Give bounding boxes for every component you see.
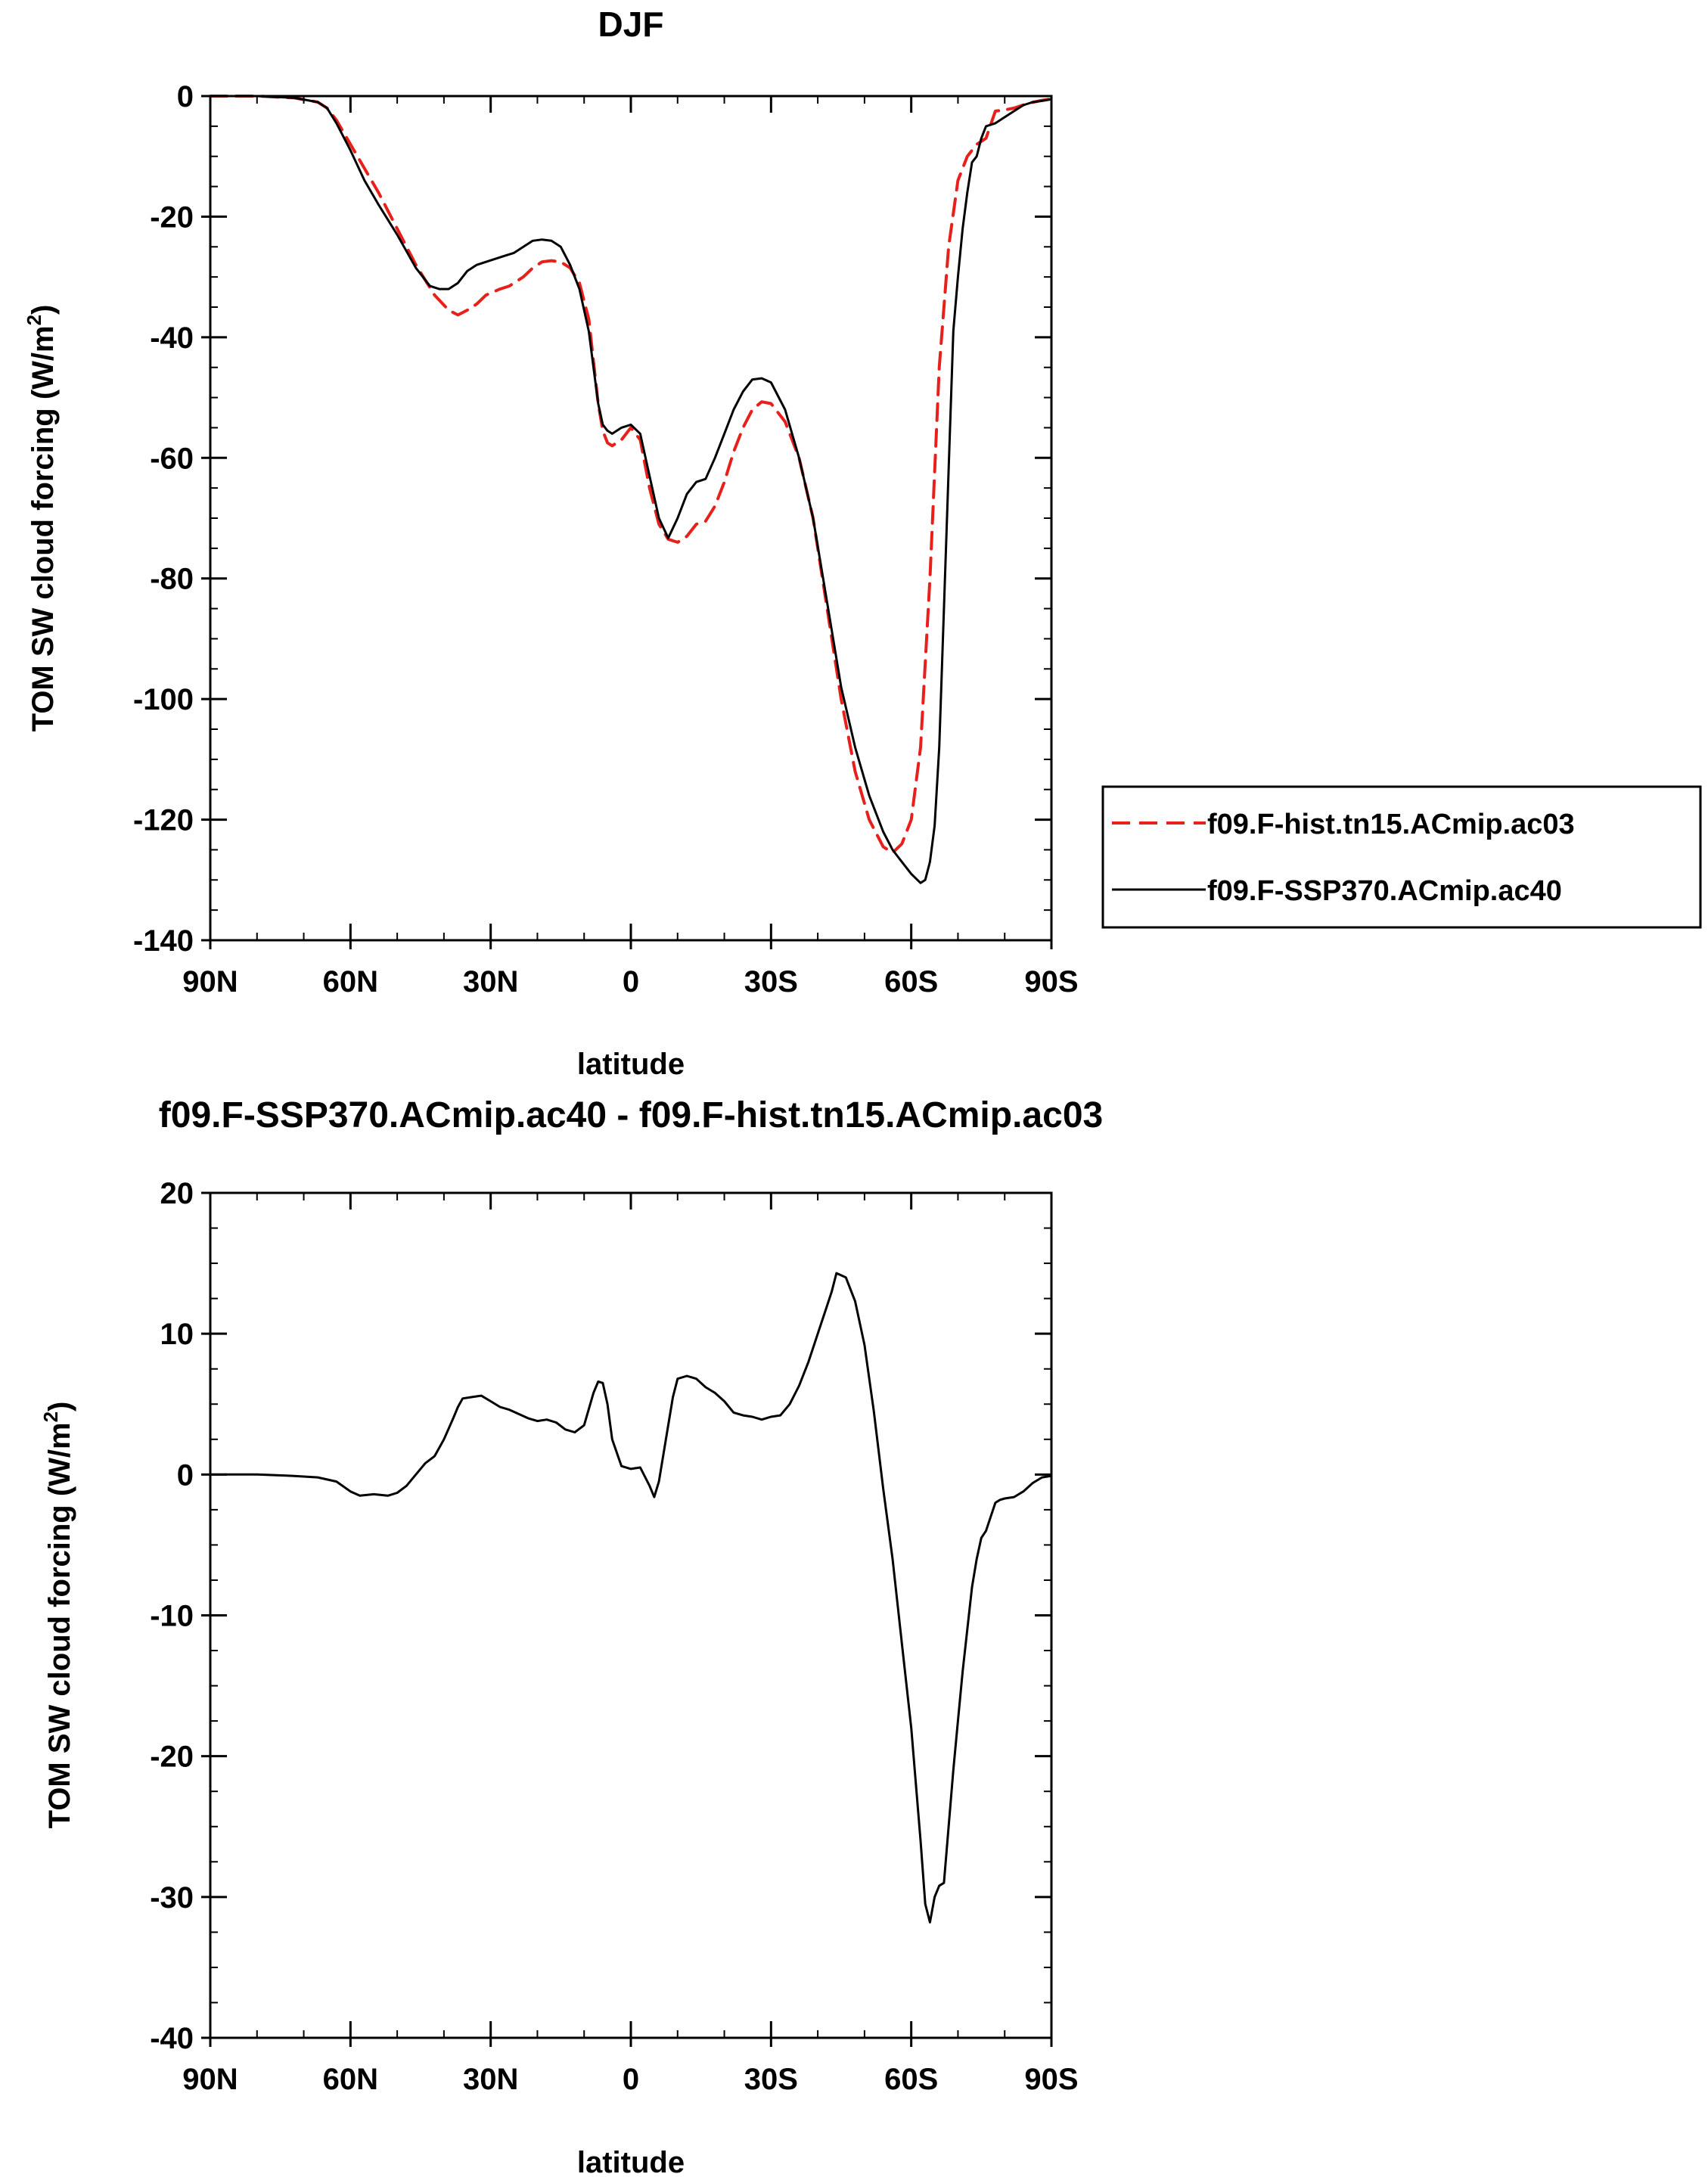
bottom-y-tick-label: 10 bbox=[160, 1318, 194, 1351]
legend: f09.F-hist.tn15.ACmip.ac03 f09.F-SSP370.… bbox=[1101, 785, 1702, 929]
top-x-tick-label: 30N bbox=[463, 965, 518, 998]
legend-box bbox=[1101, 785, 1702, 929]
bottom-x-tick-label: 0 bbox=[623, 2063, 639, 2096]
top-chart-ticks: 90N 60N 30N 0 30S 60S 90S 0 -20 -40 -60 -80 -100 -120… bbox=[133, 80, 1079, 998]
bottom-x-tick-label: 30N bbox=[463, 2063, 518, 2096]
top-x-tick-label: 60N bbox=[323, 965, 378, 998]
legend-label-ssp370: f09.F-SSP370.ACmip.ac40 bbox=[1207, 875, 1562, 907]
bottom-chart-series-layer bbox=[209, 1272, 1053, 1924]
top-chart-title: DJF bbox=[598, 5, 664, 44]
top-x-tick-label: 90S bbox=[1024, 965, 1078, 998]
top-y-tick-label: 0 bbox=[177, 80, 194, 113]
bottom-chart-ylabel-superscript: 2 bbox=[39, 1411, 62, 1422]
legend-label-hist: f09.F-hist.tn15.ACmip.ac03 bbox=[1207, 809, 1575, 840]
bottom-x-tick-label: 60S bbox=[884, 2063, 938, 2096]
top-x-tick-label: 0 bbox=[623, 965, 639, 998]
top-y-tick-label: -20 bbox=[150, 200, 194, 234]
bottom-y-tick-label: 0 bbox=[177, 1458, 194, 1492]
top-y-tick-label: -100 bbox=[133, 683, 194, 716]
bottom-x-tick-label: 90S bbox=[1024, 2063, 1078, 2096]
bottom-x-tick-label: 60N bbox=[323, 2063, 378, 2096]
top-y-tick-label: -80 bbox=[150, 563, 194, 596]
bottom-y-tick-label: -30 bbox=[150, 1881, 194, 1915]
top-x-tick-label: 90N bbox=[182, 965, 238, 998]
top-y-tick-label: -40 bbox=[150, 321, 194, 355]
bottom-y-tick-label: -20 bbox=[150, 1741, 194, 1774]
top-y-tick-label: -60 bbox=[150, 442, 194, 475]
bottom-chart-ticks: 90N 60N 30N 0 30S 60S 90S 20 10 0 -10 -20 -30 -40 bbox=[150, 1177, 1078, 2096]
bottom-y-tick-label: -10 bbox=[150, 1600, 194, 1633]
top-chart-ylabel-superscript: 2 bbox=[23, 315, 45, 325]
top-chart-panel: DJF 90N 60N 30N 0 30S 60S 90S 0 -20 -40 -60 -80 -100… bbox=[23, 5, 1702, 1081]
bottom-y-tick-label: -40 bbox=[150, 2022, 194, 2055]
top-x-tick-label: 30S bbox=[744, 965, 798, 998]
top-chart-series-layer bbox=[209, 95, 1053, 884]
top-x-tick-label: 60S bbox=[884, 965, 938, 998]
top-series-line-1 bbox=[209, 95, 1053, 884]
top-chart-ylabel: TOM SW cloud forcing (W/m2) bbox=[23, 305, 60, 732]
top-y-tick-label: -140 bbox=[133, 924, 194, 958]
bottom-x-tick-label: 90N bbox=[182, 2063, 238, 2096]
bottom-x-tick-label: 30S bbox=[744, 2063, 798, 2096]
bottom-chart-title: f09.F-SSP370.ACmip.ac40 - f09.F-hist.tn1… bbox=[159, 1095, 1103, 1135]
top-y-tick-label: -120 bbox=[133, 804, 194, 837]
bottom-chart-xlabel: latitude bbox=[577, 2146, 685, 2177]
top-chart-xlabel: latitude bbox=[577, 1048, 685, 1081]
bottom-chart-ylabel: TOM SW cloud forcing (W/m2) bbox=[39, 1402, 76, 1829]
bottom-chart-panel: f09.F-SSP370.ACmip.ac40 - f09.F-hist.tn1… bbox=[39, 1095, 1103, 2177]
bottom-y-tick-label: 20 bbox=[160, 1177, 194, 1210]
bottom-series-line-0 bbox=[209, 1272, 1053, 1924]
